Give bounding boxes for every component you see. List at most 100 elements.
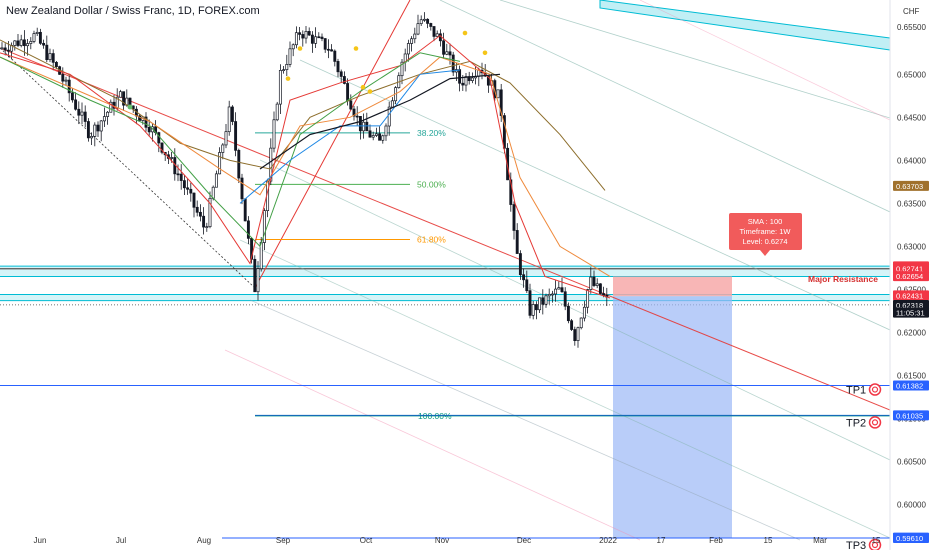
candle-body bbox=[525, 279, 529, 292]
price-tag bbox=[893, 300, 929, 311]
price-tick-label: 0.64000 bbox=[897, 156, 926, 165]
candle-body bbox=[22, 39, 26, 47]
price-tag bbox=[893, 307, 929, 318]
candle-body bbox=[592, 276, 596, 286]
time-tick-label: Sep bbox=[276, 536, 291, 545]
candle-body bbox=[582, 306, 586, 319]
price-tag bbox=[893, 380, 929, 391]
candle-body bbox=[83, 111, 87, 122]
candle-body bbox=[458, 69, 462, 84]
sma-black-line bbox=[259, 73, 501, 170]
candle-body bbox=[205, 226, 209, 229]
time-tick-label: Jun bbox=[34, 536, 47, 545]
ema-blue-line bbox=[239, 69, 461, 204]
candle-body bbox=[38, 31, 42, 44]
candle-body bbox=[253, 258, 257, 293]
candle-body bbox=[416, 23, 420, 35]
candle-body bbox=[86, 121, 90, 139]
time-tick-label: 2022 bbox=[599, 536, 617, 545]
candle-body bbox=[371, 135, 375, 138]
chart-zones bbox=[0, 0, 891, 538]
candle-body bbox=[531, 304, 535, 316]
target-label: TP3 bbox=[846, 540, 866, 550]
impulse-leg-line bbox=[254, 0, 411, 289]
candle-body bbox=[160, 142, 164, 153]
candle-body bbox=[464, 76, 468, 86]
candle-body bbox=[346, 83, 350, 102]
candle-body bbox=[170, 157, 174, 159]
candle-body bbox=[333, 50, 337, 62]
candle-body bbox=[224, 131, 228, 146]
candle-body bbox=[269, 147, 273, 182]
candle-body bbox=[0, 47, 4, 50]
candle-body bbox=[547, 293, 551, 297]
price-tick-label: 0.62500 bbox=[897, 285, 926, 294]
candle-body bbox=[288, 48, 292, 65]
signal-marker bbox=[127, 104, 133, 110]
candle-body bbox=[51, 53, 55, 63]
fractal-marker bbox=[297, 46, 303, 51]
ema-fast-line bbox=[0, 34, 611, 299]
candle-body bbox=[419, 19, 423, 25]
price-tick-label: 0.63500 bbox=[897, 199, 926, 208]
candle-body bbox=[509, 179, 513, 205]
candle-body bbox=[589, 276, 593, 290]
candle-body bbox=[109, 101, 113, 113]
major-resistance-label: Major Resistance bbox=[808, 274, 878, 284]
candle-body bbox=[192, 192, 196, 208]
price-tag bbox=[893, 180, 929, 191]
candle-body bbox=[410, 38, 414, 44]
target-icon-inner bbox=[871, 419, 879, 426]
candle-body bbox=[387, 106, 391, 127]
price-tag-label: 0.61382 bbox=[896, 382, 923, 391]
main-resistance-trendline bbox=[0, 47, 891, 411]
candle-body bbox=[179, 173, 183, 181]
time-tick-label: Feb bbox=[709, 536, 723, 545]
candle-body bbox=[378, 133, 382, 141]
candle-body bbox=[45, 44, 49, 61]
time-tick-label: Dec bbox=[517, 536, 531, 545]
candle-body bbox=[438, 33, 442, 42]
candle-body bbox=[544, 295, 548, 305]
candle-body bbox=[470, 77, 474, 81]
candle-body bbox=[246, 220, 250, 239]
price-tag-label: 0.59610 bbox=[896, 534, 923, 543]
candle-body bbox=[157, 132, 161, 144]
candle-body bbox=[208, 197, 212, 228]
candle-body bbox=[445, 51, 449, 55]
candle-body bbox=[349, 100, 353, 110]
candle-body bbox=[320, 36, 324, 39]
pitchfork-line-6 bbox=[249, 299, 801, 541]
candle-body bbox=[554, 288, 558, 295]
candle-body bbox=[317, 36, 321, 39]
candle-body bbox=[512, 204, 516, 231]
sma-slow-line bbox=[0, 39, 606, 191]
candle-body bbox=[48, 53, 52, 61]
sma-annotation-box bbox=[729, 213, 802, 250]
candle-body bbox=[278, 70, 282, 105]
candle-body bbox=[29, 41, 33, 44]
take-profit-box bbox=[613, 296, 732, 538]
time-tick-label: Mar bbox=[813, 536, 827, 545]
pitchfork-line-2 bbox=[499, 0, 891, 119]
candle-body bbox=[570, 320, 574, 330]
candle-body bbox=[358, 116, 362, 132]
stop-loss-box bbox=[613, 276, 732, 297]
candle-body bbox=[336, 61, 340, 73]
candle-body bbox=[301, 34, 305, 39]
time-tick-label: Jul bbox=[116, 536, 126, 545]
support-zone bbox=[0, 294, 890, 301]
candle-body bbox=[54, 62, 58, 67]
candle-body bbox=[102, 116, 106, 122]
candle-body bbox=[26, 43, 30, 47]
sma-annotation-text: Timeframe: 1W bbox=[740, 227, 792, 236]
candle-body bbox=[598, 283, 602, 294]
candle-body bbox=[563, 291, 567, 307]
candle-body bbox=[243, 198, 247, 222]
candle-body bbox=[451, 54, 455, 73]
target-label: TP1 bbox=[846, 385, 866, 397]
target-icon bbox=[868, 538, 882, 550]
sma-annotation-pointer bbox=[760, 250, 770, 256]
